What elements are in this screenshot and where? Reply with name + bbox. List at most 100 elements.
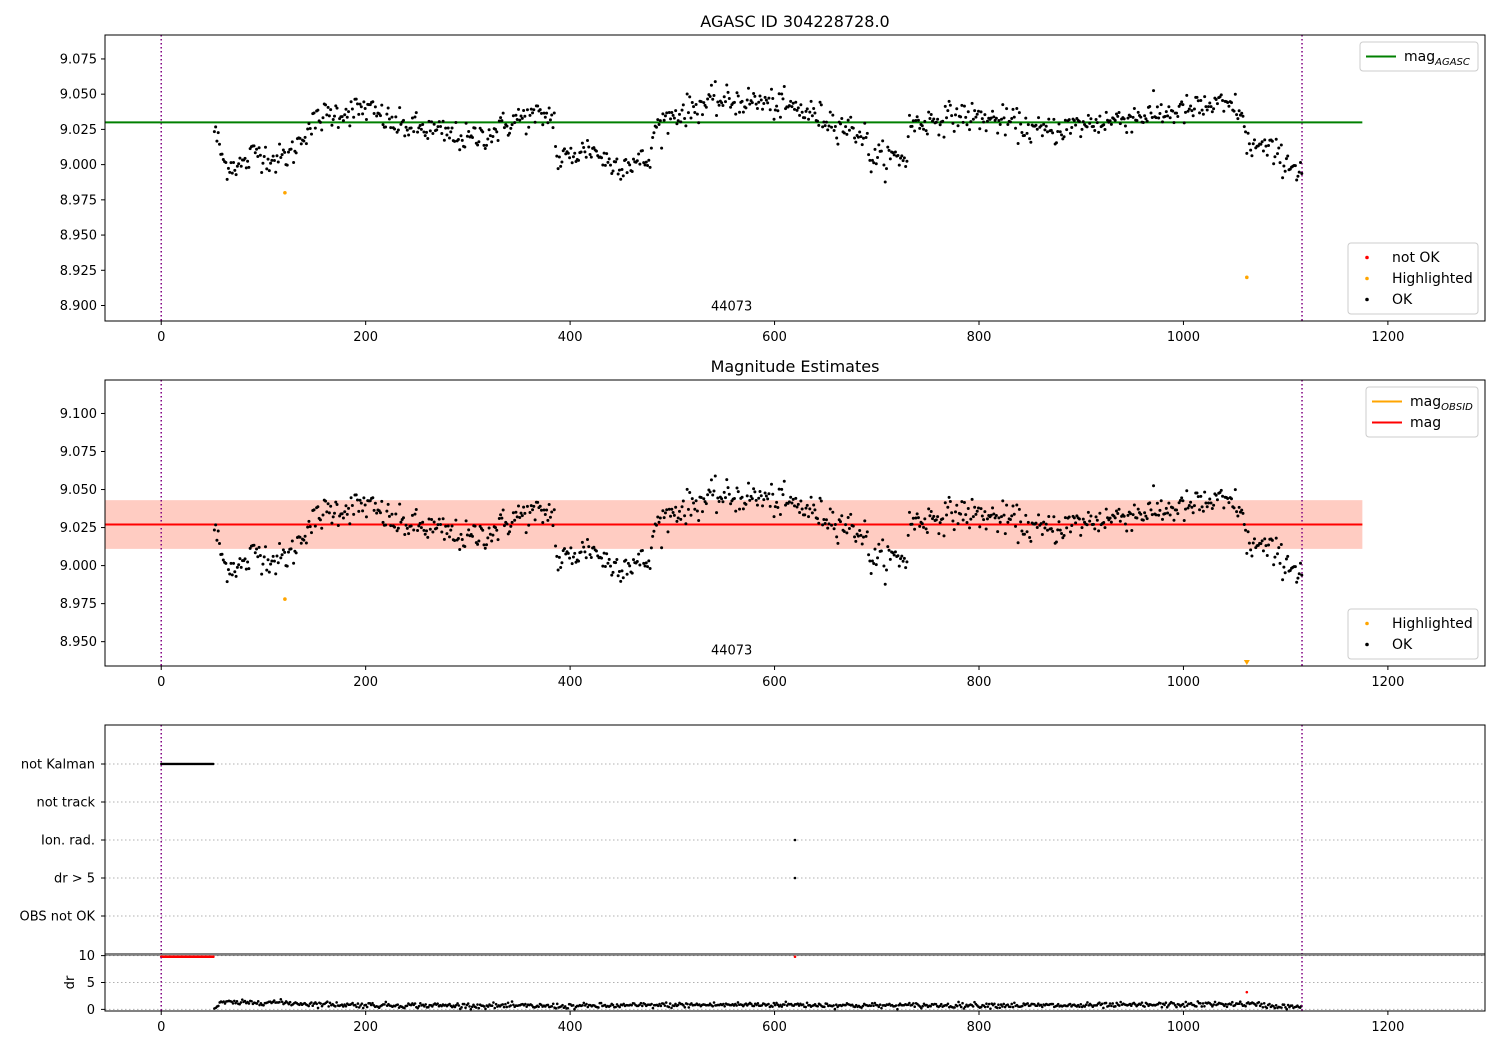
dr-point [880,1006,883,1010]
agasc-ok-point [1186,109,1190,113]
agasc-ok-point [267,169,271,173]
estimates-ok-point [1265,554,1269,558]
agasc-ok-point [1240,111,1244,115]
agasc-ok-point [876,155,880,159]
estimates-ok-point [961,518,965,522]
estimates-ok-point [515,515,519,519]
agasc-ok-point [927,110,931,114]
agasc-ok-point [1272,162,1276,166]
agasc-ok-point [1070,125,1074,129]
estimates-ok-point [580,540,584,544]
estimates-ok-point [1045,528,1049,532]
dr-point [431,1005,434,1008]
agasc-ok-point [952,129,956,133]
dr-point [997,1003,1000,1007]
flag-label: dr > 5 [54,872,95,887]
dr-point [995,1006,999,1010]
agasc-ok-point [539,111,543,115]
dr-point [1111,1002,1115,1005]
flag-label: OBS not OK [20,910,96,925]
estimates-ok-point [1209,501,1213,505]
estimates-ok-point [532,504,536,508]
agasc-ok-point [654,125,658,129]
estimates-ok-point [812,503,816,507]
estimates-ok-point [971,515,975,519]
estimates-ok-point [991,506,995,510]
estimates-ok-point [1057,520,1061,524]
agasc-ok-point [823,124,827,128]
agasc-ok-point [449,130,453,134]
estimates-ok-point [1139,512,1143,516]
estimates-ok-point [876,556,880,560]
dr-point [1108,1002,1112,1005]
estimates-ok-point [901,559,905,563]
estimates-ok-point [440,530,444,534]
estimates-ok-point [993,516,997,520]
agasc-ok-point [853,136,857,140]
dr-point [585,1002,588,1006]
agasc-ok-point [410,116,414,120]
estimates-ok-point [306,525,310,529]
estimates-ok-point [617,570,621,574]
estimates-ok-point [665,508,669,512]
agasc-ok-point [1181,103,1185,107]
dr-point [1086,1001,1089,1004]
estimates-ok-point [1196,495,1200,499]
agasc-ok-point [624,158,628,162]
estimates-ok-point [606,561,610,565]
estimates-ok-point [589,556,593,560]
estimates-ok-point [1160,517,1164,521]
agasc-ok-point [738,110,742,114]
agasc-ok-point [872,161,876,165]
dr-point [1280,1006,1283,1009]
agasc-ok-point [1274,137,1278,141]
dr-point [912,1002,915,1005]
agasc-ok-point [854,140,858,144]
agasc-ok-point [326,105,330,109]
agasc-ok-point [560,160,564,164]
estimates-ok-point [1227,501,1231,505]
estimates-ok-point [313,524,317,528]
agasc-ok-point [269,161,273,165]
dr-point [784,1000,788,1004]
agasc-ok-point [827,124,831,128]
agasc-ok-point [697,121,701,125]
estimates-ok-point [1145,517,1149,521]
estimates-ok-point [1205,505,1209,509]
estimates-ok-point [892,553,896,557]
estimates-ok-point [600,556,604,560]
estimates-ok-point [842,529,846,533]
dr-point [1284,1005,1287,1009]
dr-point [537,1005,540,1009]
dr-point [668,1002,672,1005]
dr-point [801,1003,805,1006]
estimates-ok-point [1172,518,1176,522]
agasc-ok-point [795,108,799,112]
estimates-ok-point [706,493,710,497]
agasc-ok-point [281,148,285,152]
estimates-ok-point [302,538,306,542]
agasc-ok-point [559,164,563,168]
agasc-ok-point [856,135,860,139]
agasc-ok-point [835,136,839,140]
agasc-ok-point [712,94,716,98]
estimates-ok-point [685,487,689,491]
dr-point [1185,1004,1189,1007]
agasc-ok-point [899,156,903,160]
dr-point [1078,1005,1081,1009]
dr-point [869,1004,873,1008]
estimates-ok-point [481,528,485,532]
agasc-ok-point [257,146,261,150]
agasc-ok-point [1097,130,1101,134]
agasc-ok-point [929,113,933,117]
dr-point [1167,1004,1170,1007]
estimates-ok-point [824,518,828,522]
estimates-ok-point [1015,503,1019,507]
agasc-ok-point [625,171,629,175]
estimates-ok-point [320,526,324,530]
estimates-ok-point [844,523,848,527]
agasc-ok-point [928,116,932,120]
dr-point [957,1000,960,1004]
agasc-ok-point [865,131,869,135]
